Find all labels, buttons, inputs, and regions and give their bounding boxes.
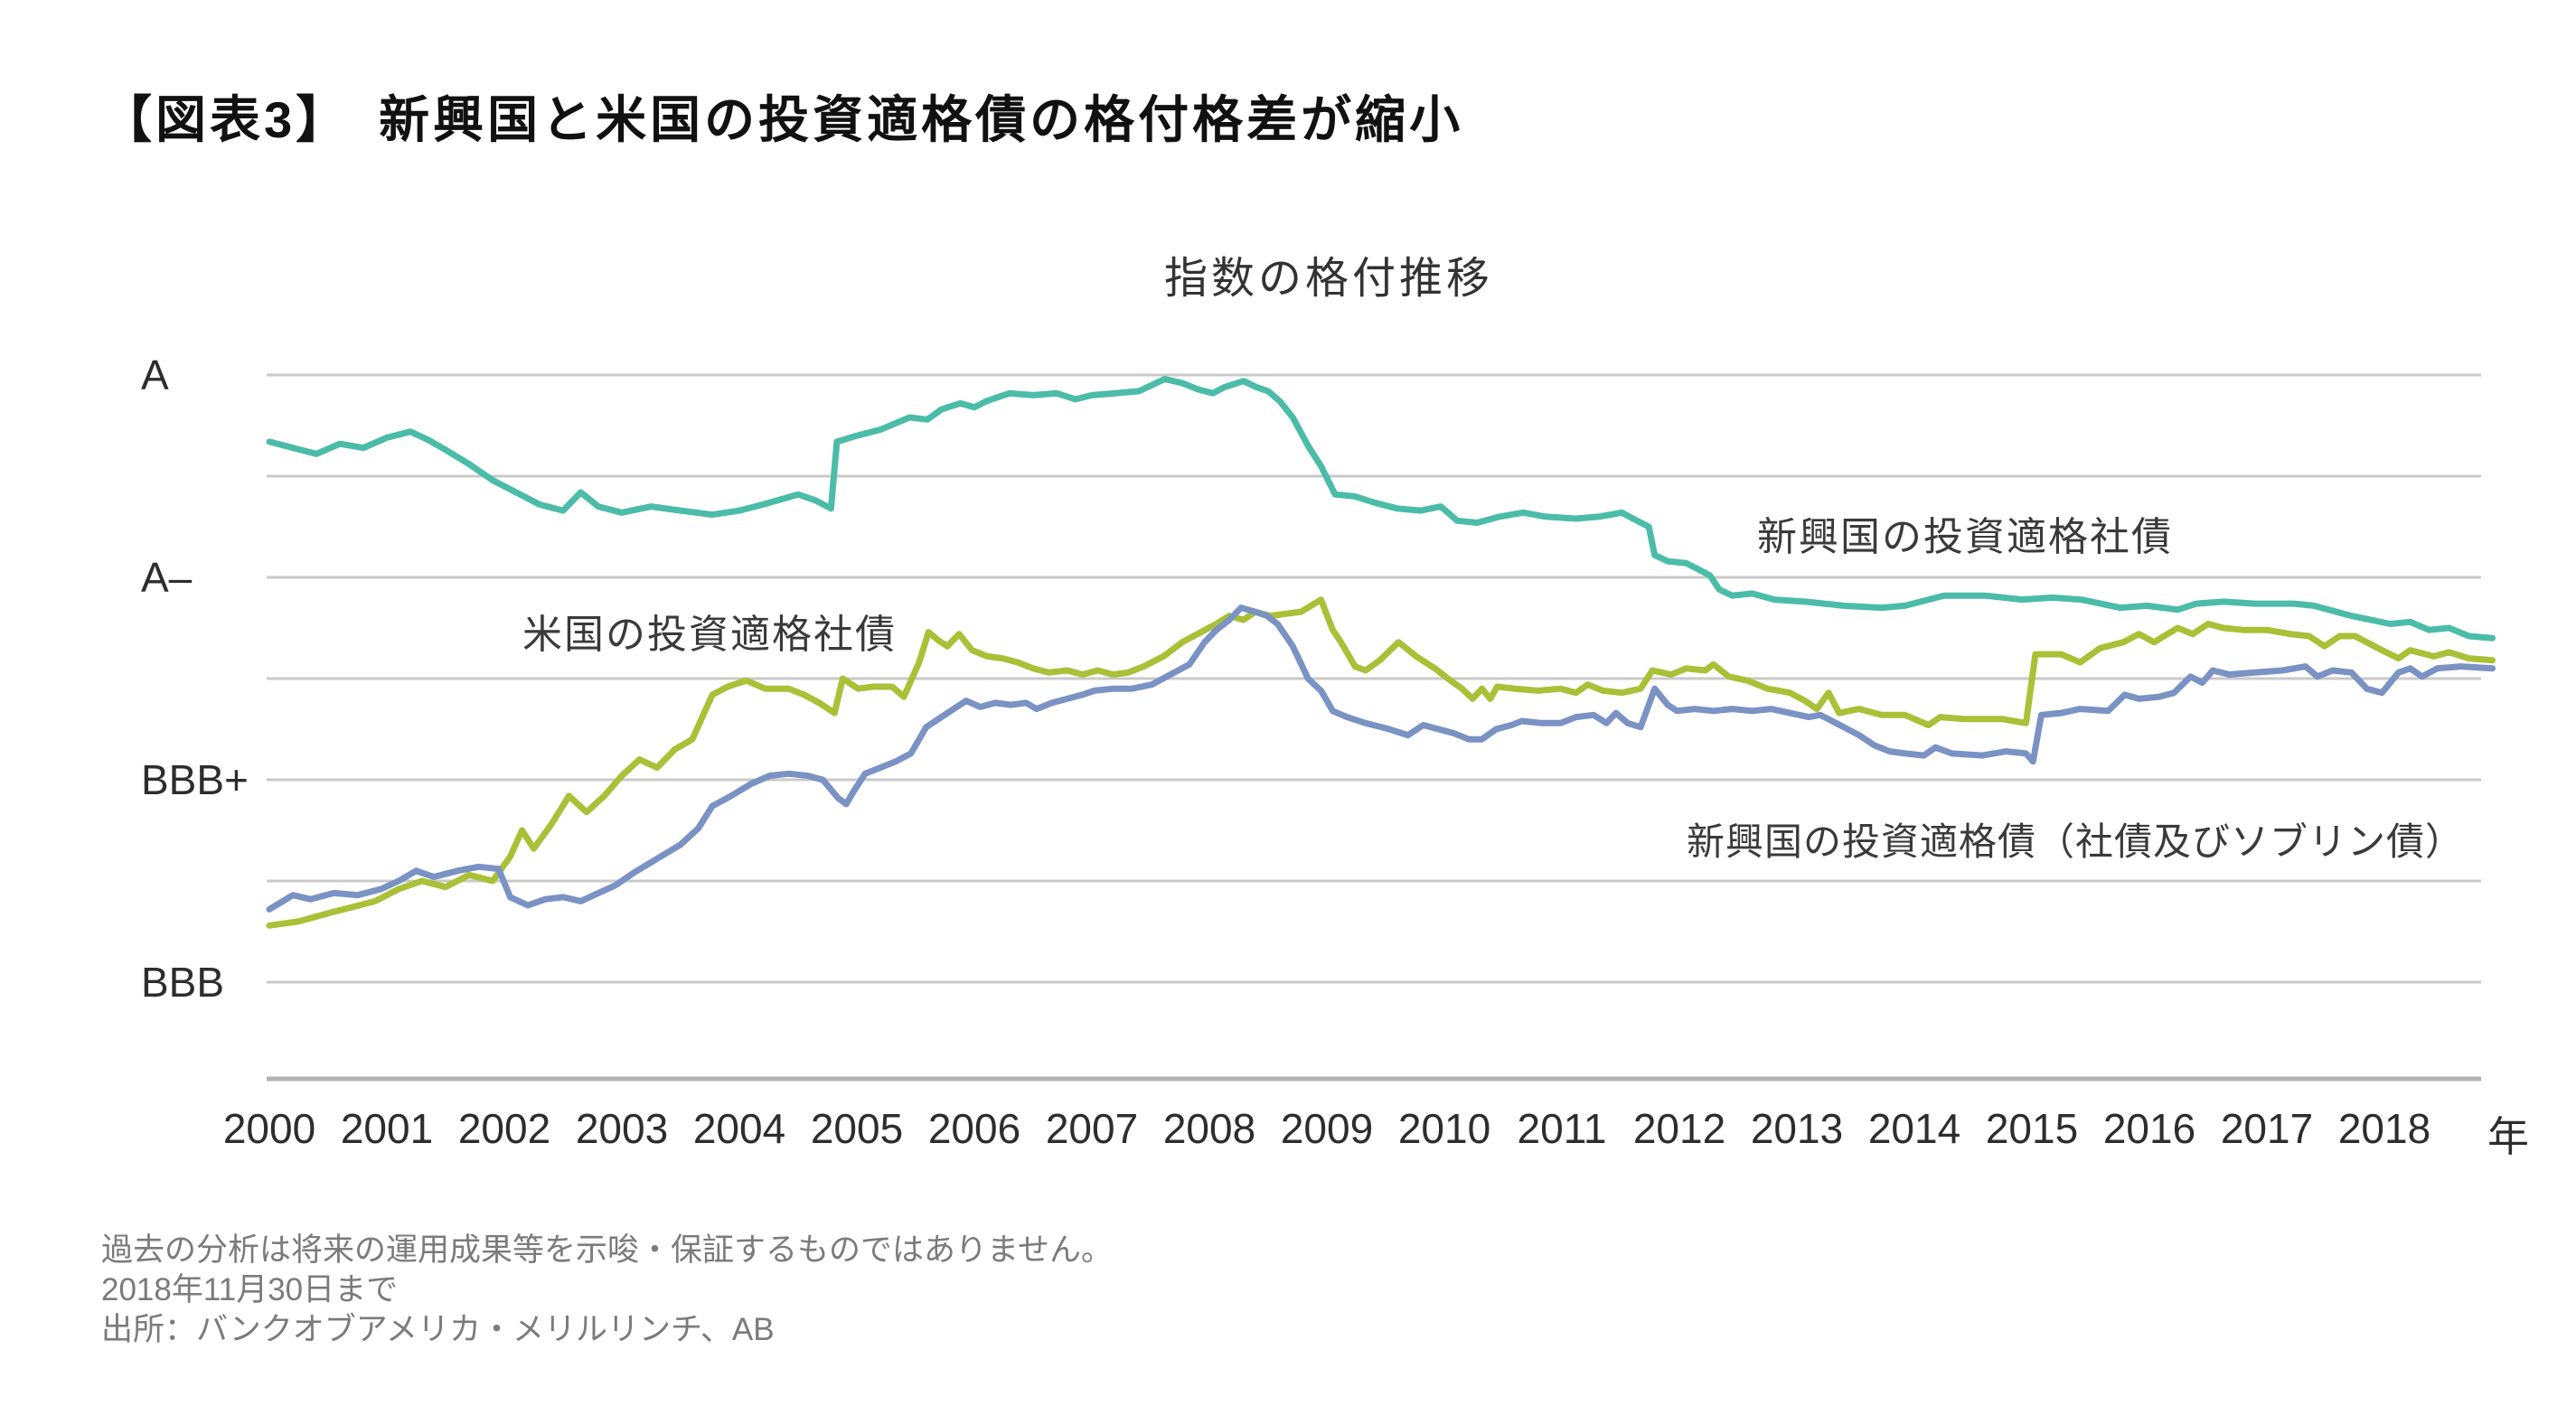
x-tick-label: 2014: [1867, 1105, 1961, 1152]
x-tick-label: 2001: [340, 1105, 434, 1152]
x-tick-label: 2013: [1750, 1105, 1844, 1152]
series-label-em-corporate-and-sovereign: 新興国の投資適格債（社債及びソブリン債）: [1687, 820, 2465, 863]
footnote-disclaimer: 過去の分析は将来の運用成果等を示唆・保証するものではありません。: [101, 1232, 1113, 1268]
y-tick-label: A: [141, 351, 169, 398]
x-tick-label: 2015: [1985, 1105, 2079, 1152]
x-tick-label: 2006: [927, 1105, 1021, 1152]
x-axis-unit-label: 年: [2487, 1113, 2529, 1160]
footnote-source: 出所：バンクオブアメリカ・メリルリンチ、AB: [101, 1312, 775, 1347]
y-tick-label: BBB: [141, 959, 225, 1006]
footnote-asof-date: 2018年11月30日まで: [101, 1272, 399, 1307]
x-tick-label: 2016: [2102, 1105, 2196, 1152]
chart-title: 指数の格付推移: [1163, 255, 1494, 303]
x-tick-label: 2009: [1280, 1105, 1374, 1152]
x-tick-label: 2018: [2337, 1105, 2431, 1152]
x-tick-label: 2011: [1517, 1105, 1607, 1152]
x-tick-label: 2007: [1045, 1105, 1139, 1152]
x-tick-label: 2012: [1632, 1105, 1726, 1152]
chart-footnotes: 過去の分析は将来の運用成果等を示唆・保証するものではありません。 2018年11…: [101, 1231, 1113, 1350]
x-tick-label: 2010: [1397, 1105, 1491, 1152]
series-label-em-corporate: 新興国の投資適格社債: [1757, 515, 2173, 559]
x-tick-label: 2002: [457, 1105, 551, 1152]
x-tick-label: 2005: [810, 1105, 904, 1152]
series-line-0: [266, 376, 2496, 642]
x-tick-label: 2003: [575, 1105, 669, 1152]
x-tick-label: 2000: [222, 1105, 316, 1152]
x-tick-label: 2004: [692, 1105, 786, 1152]
page-title: 【図表3】 新興国と米国の投資適格債の格付格差が縮小: [101, 91, 1464, 148]
y-tick-label: BBB+: [141, 756, 249, 803]
y-tick-label: A–: [141, 554, 193, 601]
series-line-1: [266, 596, 2496, 929]
series-label-us-corporate: 米国の投資適格社債: [522, 613, 897, 657]
series-line-2: [266, 604, 2496, 913]
x-tick-label: 2008: [1162, 1105, 1256, 1152]
x-tick-label: 2017: [2220, 1105, 2314, 1152]
